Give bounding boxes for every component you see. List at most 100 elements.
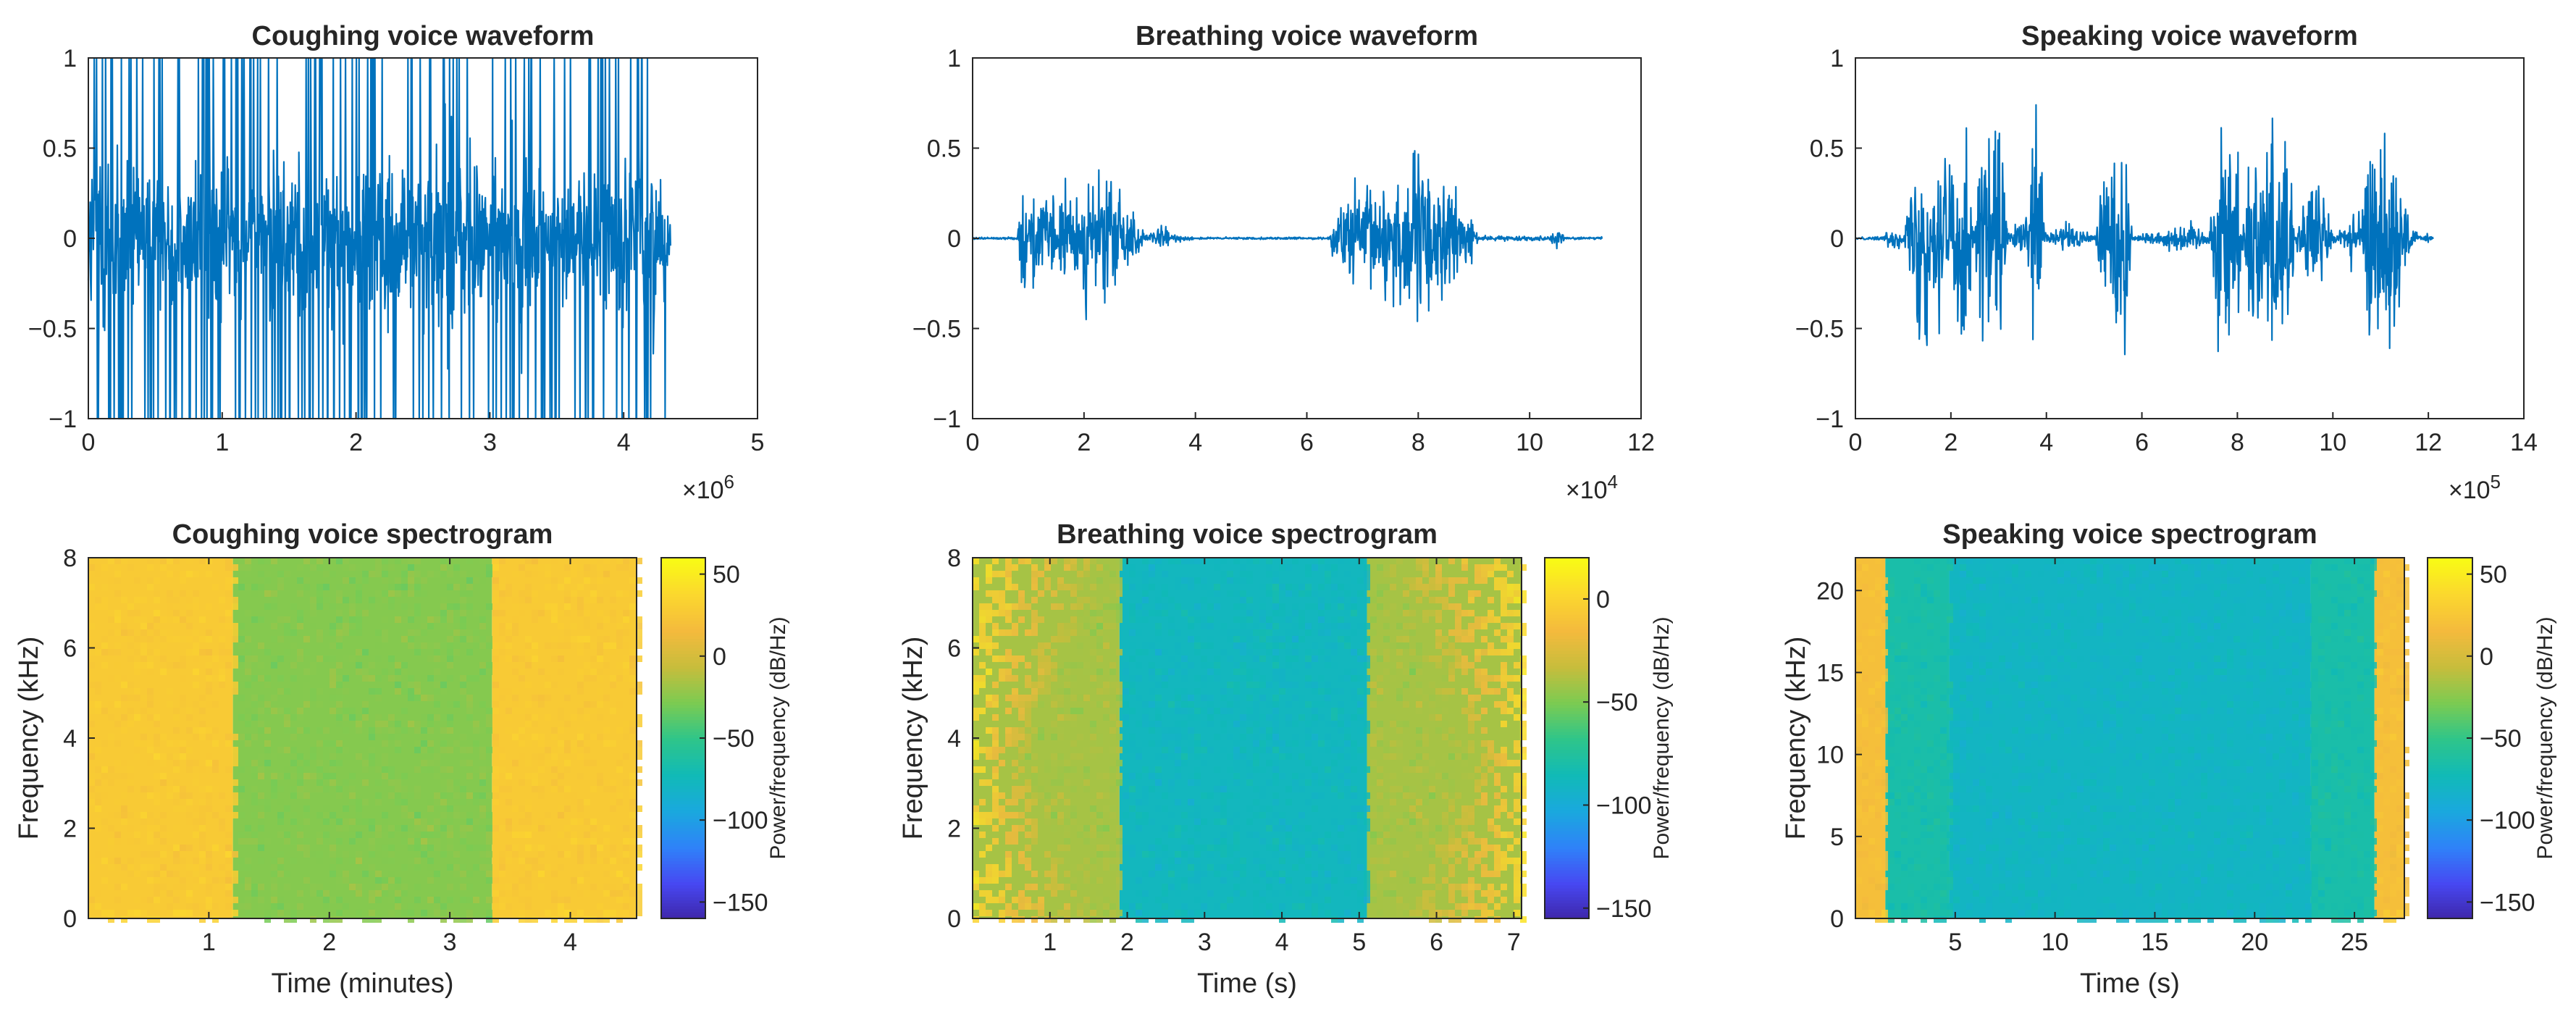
spectrogram-cell bbox=[1070, 812, 1077, 818]
spectrogram-cell bbox=[1520, 727, 1527, 734]
spectrogram-cell bbox=[180, 858, 186, 864]
spectrogram-cell bbox=[238, 714, 245, 721]
spectrogram-cell bbox=[1403, 792, 1409, 799]
colorbar-swatch bbox=[661, 564, 705, 568]
spectrogram-cell bbox=[1305, 629, 1312, 636]
spectrogram-cell bbox=[1064, 564, 1070, 571]
spectrogram-cell bbox=[1109, 623, 1116, 629]
spectrogram-cell bbox=[1488, 910, 1494, 916]
spectrogram-cell bbox=[1162, 584, 1168, 590]
spectrogram-cell bbox=[1090, 916, 1096, 923]
spectrogram-cell bbox=[121, 864, 127, 871]
spectrogram-cell bbox=[1096, 642, 1103, 649]
spectrogram-cell bbox=[636, 851, 642, 858]
spectrogram-cell bbox=[564, 642, 571, 649]
spectrogram-cell bbox=[1162, 792, 1168, 799]
spectrogram-cell bbox=[505, 714, 512, 721]
spectrogram-cell bbox=[232, 747, 238, 753]
spectrogram-cell bbox=[1934, 610, 1940, 616]
spectrogram-cell bbox=[427, 721, 434, 727]
spectrogram-cell bbox=[973, 877, 979, 884]
spectrogram-cell bbox=[2071, 571, 2077, 577]
spectrogram-cell bbox=[1285, 649, 1292, 655]
spectrogram-cell bbox=[2136, 597, 2142, 603]
spectrogram-cell bbox=[356, 662, 362, 669]
spectrogram-cell bbox=[610, 858, 616, 864]
spectrogram-cell bbox=[127, 708, 134, 714]
spectrogram-cell bbox=[180, 884, 186, 890]
spectrogram-cell bbox=[973, 916, 979, 923]
spectrogram-cell bbox=[284, 838, 290, 845]
spectrogram-cell bbox=[1214, 871, 1220, 877]
colorbar-swatch bbox=[1545, 716, 1589, 721]
spectrogram-cell bbox=[551, 760, 558, 766]
spectrogram-cell bbox=[1285, 747, 1292, 753]
spectrogram-cell bbox=[414, 838, 421, 845]
colorbar-swatch bbox=[1545, 858, 1589, 863]
spectrogram-cell bbox=[1409, 610, 1416, 616]
spectrogram-cell bbox=[232, 662, 238, 669]
spectrogram-cell bbox=[999, 916, 1005, 923]
colorbar-swatch bbox=[1545, 897, 1589, 902]
spectrogram-cell bbox=[1103, 701, 1109, 708]
colorbar-swatch bbox=[661, 723, 705, 727]
spectrogram-cell bbox=[251, 760, 258, 766]
spectrogram-cell bbox=[323, 812, 330, 818]
colorbar-swatch bbox=[661, 671, 705, 676]
spectrogram-cell bbox=[284, 805, 290, 812]
spectrogram-cell bbox=[2299, 577, 2305, 584]
spectrogram-cell bbox=[1175, 890, 1181, 897]
spectrogram-cell bbox=[186, 890, 193, 897]
spectrogram-cell bbox=[1272, 584, 1279, 590]
colorbar-swatch bbox=[1545, 816, 1589, 821]
spectrogram-cell bbox=[1253, 669, 1259, 675]
spectrogram-cell bbox=[1377, 675, 1383, 682]
spectrogram-cell bbox=[1474, 616, 1481, 623]
spectrogram-cell bbox=[1474, 714, 1481, 721]
spectrogram-cell bbox=[577, 910, 584, 916]
spectrogram-cell bbox=[466, 590, 473, 597]
spectrogram-cell bbox=[1129, 708, 1136, 714]
spectrogram-cell bbox=[999, 910, 1005, 916]
spectrogram-cell bbox=[2351, 597, 2357, 603]
spectrogram-cell bbox=[1422, 877, 1429, 884]
spectrogram-cell bbox=[1357, 701, 1364, 708]
spectrogram-cell bbox=[1338, 616, 1344, 623]
spectrogram-cell bbox=[1194, 766, 1201, 773]
spectrogram-cell bbox=[610, 747, 616, 753]
spectrogram-cell bbox=[1377, 655, 1383, 662]
spectrogram-cell bbox=[1096, 877, 1103, 884]
spectrogram-cell bbox=[1181, 877, 1188, 884]
spectrogram-cell bbox=[499, 558, 505, 564]
spectrogram-cell bbox=[1083, 877, 1090, 884]
spectrogram-cell bbox=[525, 812, 532, 818]
spectrogram-cell bbox=[1481, 708, 1488, 714]
spectrogram-cell bbox=[369, 571, 375, 577]
spectrogram-cell bbox=[401, 662, 408, 669]
spectrogram-cell bbox=[101, 662, 108, 669]
spectrogram-cell bbox=[1299, 812, 1305, 818]
spectrogram-cell bbox=[1207, 708, 1214, 714]
spectrogram-cell bbox=[114, 558, 121, 564]
spectrogram-cell bbox=[1233, 858, 1240, 864]
spectrogram-cell bbox=[590, 760, 597, 766]
spectrogram-cell bbox=[1096, 616, 1103, 623]
spectrogram-cell bbox=[1018, 851, 1025, 858]
y-tick-label: 0.5 bbox=[43, 135, 77, 163]
spectrogram-cell bbox=[2364, 584, 2370, 590]
spectrogram-cell bbox=[414, 897, 421, 903]
colorbar-swatch bbox=[661, 596, 705, 601]
spectrogram-cell bbox=[538, 669, 545, 675]
spectrogram-cell bbox=[408, 629, 414, 636]
x-tick-label: 2 bbox=[1120, 929, 1134, 956]
spectrogram-cell bbox=[1338, 832, 1344, 838]
spectrogram-cell bbox=[277, 577, 284, 584]
spectrogram-cell bbox=[2025, 597, 2031, 603]
spectrogram-cell bbox=[1494, 675, 1501, 682]
spectrogram-cell bbox=[219, 825, 225, 832]
y-tick-label: 0.5 bbox=[927, 135, 961, 163]
spectrogram-cell bbox=[2012, 571, 2018, 577]
spectrogram-cell bbox=[447, 636, 453, 642]
spectrogram-cell bbox=[1246, 616, 1253, 623]
spectrogram-cell bbox=[1149, 740, 1155, 747]
